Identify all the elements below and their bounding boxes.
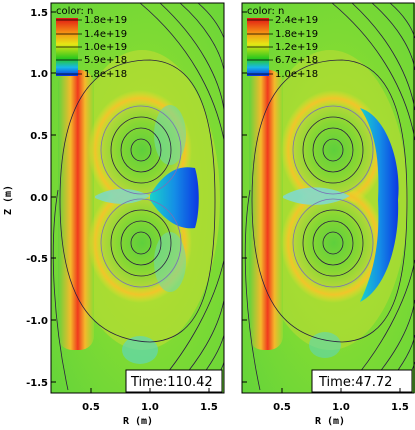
right-legend: color: n 2.4e+19 1.8e+19 1.2e+19 6.7e+18… — [247, 6, 318, 80]
left-time-box — [125, 369, 223, 393]
left-flux-contours — [52, 3, 224, 393]
left-y-ticks — [51, 11, 56, 383]
left-x-tick-label-3: 1.5 — [200, 402, 218, 413]
left-cyan-lobe-lower — [154, 232, 186, 292]
right-edge-density-band — [249, 70, 283, 350]
panel-left: color: n 1.8e+19 1.4e+19 1.0e+19 5.9e+18… — [3, 2, 225, 427]
left-legend-value-5: 1.8e+18 — [84, 69, 127, 80]
left-time-label: Time:110.42 — [130, 375, 213, 390]
left-x-ticks — [90, 388, 210, 393]
left-cyan-lobe-upper — [154, 105, 186, 165]
right-legend-value-5: 1.0e+18 — [275, 69, 318, 80]
right-x-axis-title: R (m) — [315, 416, 345, 427]
right-plot-frame — [241, 2, 415, 394]
left-x-tick-label-2: 1.0 — [141, 402, 159, 413]
left-xpoint-blue — [150, 167, 199, 229]
right-x-ticks — [281, 388, 401, 393]
left-legend-value-3: 1.0e+19 — [84, 42, 127, 53]
right-flux-contours — [244, 3, 415, 393]
right-legend-title: color: n — [247, 6, 284, 17]
y-tick-label-6: -1.0 — [26, 316, 48, 327]
left-edge-density-band — [58, 70, 94, 350]
right-legend-value-4: 6.7e+18 — [275, 55, 318, 66]
left-legend-value-2: 1.4e+19 — [84, 29, 127, 40]
right-legend-value-1: 2.4e+19 — [275, 15, 318, 26]
y-tick-label-2: 1.0 — [30, 69, 48, 80]
right-legend-value-3: 1.2e+19 — [275, 42, 318, 53]
right-time-box — [311, 369, 413, 393]
y-tick-label-4: 0.0 — [30, 193, 48, 204]
y-tick-label-3: 0.5 — [30, 131, 48, 142]
right-x-tick-label-2: 1.0 — [332, 402, 350, 413]
left-xpoint-cyan — [95, 188, 150, 204]
left-legend-value-1: 1.8e+19 — [84, 15, 127, 26]
left-x-axis-title: R (m) — [123, 416, 153, 427]
right-x-tick-label-1: 0.5 — [273, 402, 291, 413]
y-axis-title: Z (m) — [3, 185, 14, 215]
left-legend: color: n 1.8e+19 1.4e+19 1.0e+19 5.9e+18… — [56, 6, 127, 80]
right-blue-crescent — [360, 108, 399, 302]
right-xpoint-cyan — [283, 187, 350, 205]
left-plot-frame — [50, 2, 225, 394]
y-tick-label-7: -1.5 — [26, 378, 48, 389]
right-legend-value-2: 1.8e+19 — [275, 29, 318, 40]
y-tick-label-1: 1.5 — [30, 8, 48, 19]
panel-right: color: n 2.4e+19 1.8e+19 1.2e+19 6.7e+18… — [241, 2, 415, 427]
right-time-label: Time:47.72 — [318, 375, 392, 390]
left-bottom-cyan — [122, 336, 158, 364]
left-x-tick-label-1: 0.5 — [82, 402, 100, 413]
left-legend-value-4: 5.9e+18 — [84, 55, 127, 66]
left-legend-title: color: n — [56, 6, 93, 17]
y-tick-label-5: -0.5 — [26, 254, 48, 265]
right-bottom-cyan — [309, 332, 341, 358]
right-x-tick-label-3: 1.5 — [391, 402, 409, 413]
right-y-ticks — [242, 11, 247, 383]
